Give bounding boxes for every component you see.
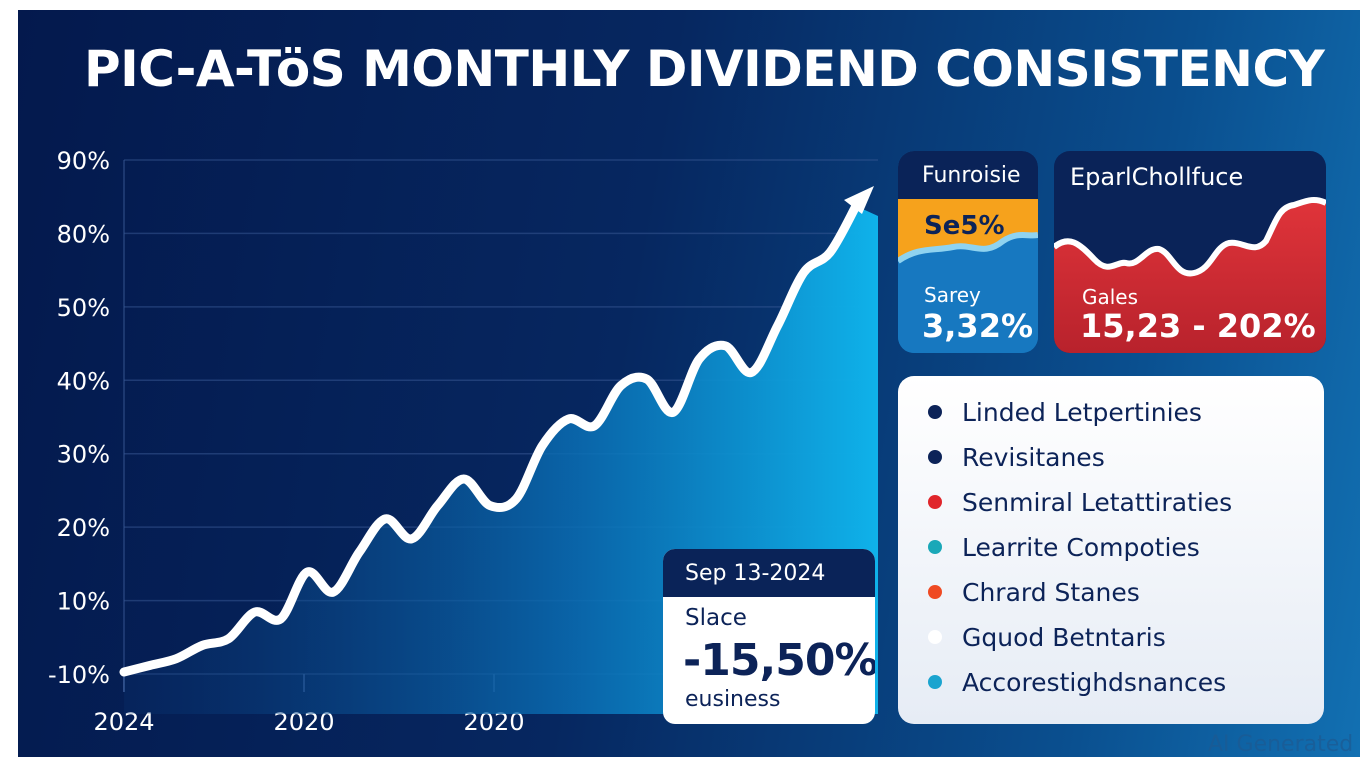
y-tick-label: 40%	[57, 367, 110, 395]
y-tick-label: 20%	[57, 514, 110, 542]
card1-wave	[898, 199, 1038, 353]
callout-sublabel: eusiness	[685, 687, 781, 712]
legend-dot	[928, 405, 942, 419]
card2-wave	[1054, 196, 1326, 353]
arrow-up-icon	[844, 186, 874, 214]
legend-item: Linded Letpertinies	[928, 392, 1202, 432]
legend-dot	[928, 540, 942, 554]
card2-label: Gales	[1082, 285, 1139, 309]
legend-item: Gquod Betntaris	[928, 617, 1166, 657]
legend-dot	[928, 585, 942, 599]
y-tick-label: -10%	[48, 661, 110, 689]
callout-date: Sep 13-2024	[685, 561, 826, 586]
legend-item: Revisitanes	[928, 437, 1105, 477]
callout-label: Slace	[685, 605, 747, 631]
legend-label: Revisitanes	[962, 442, 1105, 472]
card2-value: 15,23 - 202%	[1080, 307, 1316, 345]
legend: Linded Letpertinies Revisitanes Senmiral…	[898, 376, 1324, 724]
y-tick-label: 50%	[57, 294, 110, 322]
legend-label: Learrite Compoties	[962, 532, 1200, 562]
card1-title: Funroisie	[922, 163, 1021, 188]
series-line	[119, 201, 861, 677]
chart-frame: PIC-A-TöS MONTHLY DIVIDEND CONSISTENCY 9…	[18, 10, 1360, 757]
legend-item: Learrite Compoties	[928, 527, 1200, 567]
card1-top-value: Se5%	[924, 211, 1005, 241]
legend-dot	[928, 495, 942, 509]
stat-card-funroisie: Funroisie Se5% Sarey 3,32%	[898, 151, 1038, 353]
card1-label: Sarey	[924, 283, 981, 307]
card1-value: 3,32%	[922, 307, 1034, 345]
legend-item: Accorestighdsnances	[928, 662, 1226, 702]
card2-title: EparlChollfuce	[1070, 163, 1244, 191]
legend-dot	[928, 630, 942, 644]
y-tick-label: 30%	[57, 441, 110, 469]
legend-item: Senmiral Letattiraties	[928, 482, 1232, 522]
y-tick-label: 90%	[57, 147, 110, 175]
legend-item: Chrard Stanes	[928, 572, 1140, 612]
y-tick-label: 80%	[57, 220, 110, 248]
legend-label: Accorestighdsnances	[962, 667, 1227, 697]
legend-dot	[928, 675, 942, 689]
legend-label: Linded Letpertinies	[962, 397, 1202, 427]
callout-value: -15,50%	[683, 635, 875, 686]
chart-title: PIC-A-TöS MONTHLY DIVIDEND CONSISTENCY	[84, 40, 1325, 98]
watermark: AI Generated	[1208, 732, 1354, 757]
legend-label: Chrard Stanes	[962, 577, 1140, 607]
stat-card-eparlchollfuce: EparlChollfuce Gales 15,23 - 202%	[1054, 151, 1326, 353]
callout-card: Sep 13-2024 Slace -15,50% eusiness	[663, 549, 875, 724]
legend-label: Gquod Betntaris	[962, 622, 1166, 652]
callout-header: Sep 13-2024	[663, 549, 875, 597]
legend-dot	[928, 450, 942, 464]
card1-header: Funroisie	[898, 151, 1038, 199]
y-tick-label: 10%	[57, 588, 110, 616]
legend-label: Senmiral Letattiraties	[962, 487, 1233, 517]
